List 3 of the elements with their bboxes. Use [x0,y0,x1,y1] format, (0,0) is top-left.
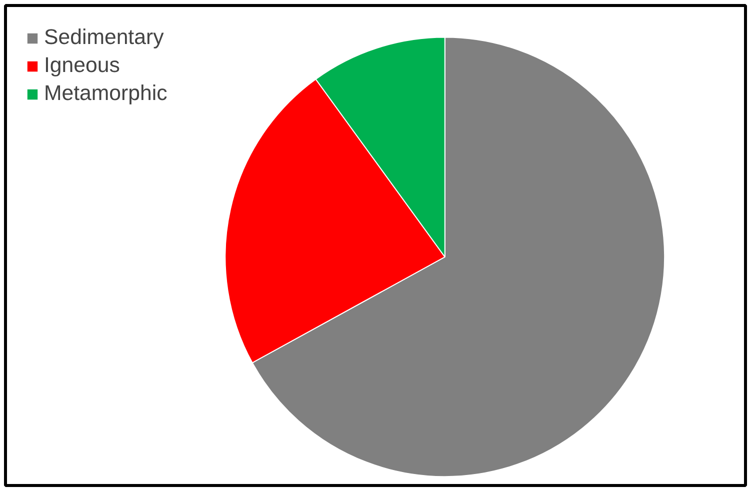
legend-label: Metamorphic [44,81,168,106]
legend-label: Igneous [44,53,120,78]
legend-label: Sedimentary [44,25,164,50]
